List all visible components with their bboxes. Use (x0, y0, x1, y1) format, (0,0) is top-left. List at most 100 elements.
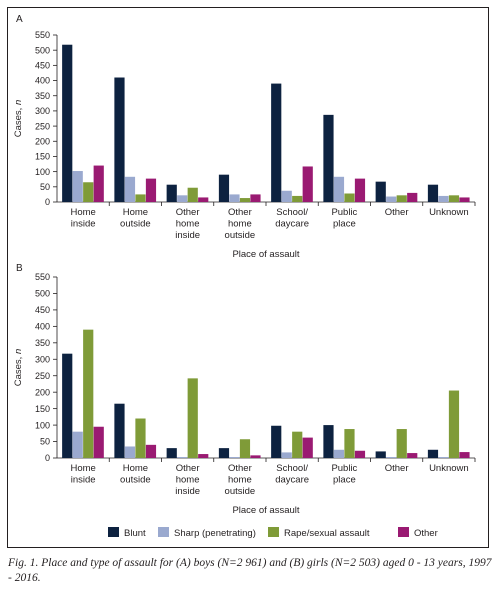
legend-label-other: Other (414, 528, 438, 539)
panel-b-bar-other-0 (93, 426, 104, 458)
panel-a-bar-rape-sexual-assault-2 (187, 187, 198, 202)
panel-b-bar-blunt-5 (323, 425, 334, 458)
panel-b-y-tick-label: 100 (35, 420, 50, 430)
panel-a-bar-sharp-penetrating-3 (229, 194, 240, 202)
panel-b-y-tick-label: 400 (35, 322, 50, 332)
panel-b-bar-other-4 (302, 437, 313, 458)
panel-a-bar-rape-sexual-assault-4 (292, 195, 303, 202)
panel-b-y-tick-label: 150 (35, 404, 50, 414)
panel-a-bar-sharp-penetrating-2 (177, 195, 188, 202)
panel-b-y-tick-label: 250 (35, 371, 50, 381)
panel-a-y-tick-label: 200 (35, 136, 50, 146)
panel-b-y-tick-label: 300 (35, 354, 50, 364)
panel-a-bar-other-4 (302, 166, 313, 202)
panel-a-bar-other-3 (250, 194, 261, 202)
panel-a-bar-other-6 (407, 192, 418, 202)
panel-b-bar-blunt-0 (62, 353, 73, 458)
panel-a-bar-sharp-penetrating-0 (72, 171, 83, 202)
panel-a-bar-blunt-5 (323, 114, 334, 202)
panel-b-category-label: Home inside (70, 463, 95, 486)
panel-b-category-label: Unknown (429, 463, 469, 474)
panel-a-bar-blunt-0 (62, 44, 73, 202)
panel-a-y-tick-label: 0 (45, 197, 50, 207)
panel-a-bar-blunt-7 (427, 184, 439, 202)
panel-a-bar-sharp-penetrating-6 (386, 196, 397, 202)
panel-b-bar-rape-sexual-assault-3 (239, 439, 251, 458)
panel-b-category-label: School/daycare (275, 463, 309, 486)
figure-frame (7, 7, 489, 548)
panel-b-bar-rape-sexual-assault-2 (187, 378, 198, 458)
panel-a-bar-blunt-6 (375, 181, 386, 202)
panel-a-y-tick-label: 550 (35, 30, 50, 40)
legend-swatch-sharp-penetrating (158, 527, 169, 537)
panel-a-bar-blunt-3 (218, 174, 230, 202)
panel-a-x-axis-title: Place of assault (232, 249, 299, 260)
panel-b-bar-blunt-4 (271, 425, 282, 458)
panel-b-y-axis-title: Cases, n (13, 349, 24, 387)
panel-a-category-label: Home outside (120, 207, 151, 230)
panel-b-category-label: Public place (331, 463, 357, 486)
panel-a-bar-rape-sexual-assault-3 (239, 198, 251, 202)
panel-a-category-label: Public place (331, 207, 357, 230)
panel-a-y-tick-label: 300 (35, 106, 50, 116)
panel-b-bar-sharp-penetrating-3 (229, 457, 240, 458)
panel-b-bar-other-5 (354, 450, 366, 458)
legend-label-blunt: Blunt (124, 528, 146, 539)
panel-b-x-axis-title: Place of assault (232, 505, 299, 516)
panel-b-category-label: Other (385, 463, 409, 474)
panel-a-y-axis-title: Cases, n (13, 100, 24, 138)
figure-caption: Fig. 1. Place and type of assault for (A… (8, 557, 492, 584)
panel-a-category-label: School/daycare (275, 207, 309, 230)
panel-a-bar-blunt-2 (166, 184, 177, 202)
panel-a-bar-rape-sexual-assault-7 (448, 195, 460, 202)
panel-b-bar-other-3 (250, 455, 261, 458)
panel-b-bar-sharp-penetrating-4 (281, 452, 292, 458)
panel-a-bar-blunt-1 (114, 77, 125, 202)
panel-a-bar-rape-sexual-assault-6 (396, 195, 407, 202)
legend-label-sharp-penetrating: Sharp (penetrating) (174, 528, 256, 539)
panel-a-bar-other-7 (459, 197, 470, 202)
panel-b-y-tick-label: 450 (35, 305, 50, 315)
panel-a-label: A (16, 14, 23, 25)
panel-a-y-tick-label: 250 (35, 121, 50, 131)
panel-b-bar-other-2 (198, 454, 209, 458)
panel-b-bar-blunt-2 (166, 448, 177, 458)
panel-b-bar-rape-sexual-assault-6 (396, 429, 407, 458)
panel-b-y-tick-label: 550 (35, 272, 50, 282)
panel-a-y-tick-label: 500 (35, 45, 50, 55)
panel-b-bar-rape-sexual-assault-5 (344, 429, 355, 458)
panel-b-bar-other-1 (145, 444, 157, 458)
panel-a-bar-blunt-4 (271, 83, 282, 202)
panel-b-bar-sharp-penetrating-2 (177, 457, 188, 458)
panel-a-y-tick-label: 150 (35, 152, 50, 162)
panel-a-category-label: Other home inside (175, 207, 200, 241)
panel-b-bar-sharp-penetrating-6 (386, 457, 397, 458)
panel-a-category-label: Home inside (70, 207, 95, 230)
panel-b-bar-blunt-1 (114, 403, 125, 458)
panel-a-category-label: Other (385, 207, 409, 218)
panel-b-bar-rape-sexual-assault-0 (83, 329, 94, 458)
panel-b-label: B (16, 263, 23, 274)
panel-a-bar-rape-sexual-assault-1 (135, 194, 146, 202)
panel-a-category-label: Other home outside (225, 207, 256, 241)
legend-label-rape-sexual-assault: Rape/sexual assault (284, 528, 370, 539)
panel-a-y-tick-label: 450 (35, 61, 50, 71)
panel-a-y-tick-label: 400 (35, 76, 50, 86)
panel-a-bar-sharp-penetrating-4 (281, 190, 292, 202)
panel-b-y-tick-label: 350 (35, 338, 50, 348)
panel-a-y-tick-label: 50 (40, 182, 50, 192)
panel-b-bar-sharp-penetrating-5 (333, 449, 345, 458)
panel-a-bar-other-1 (145, 178, 157, 202)
panel-b-y-tick-label: 500 (35, 289, 50, 299)
legend-swatch-blunt (108, 527, 119, 537)
panel-b-bar-sharp-penetrating-1 (124, 446, 136, 458)
panel-b-category-label: Other home inside (175, 463, 200, 497)
panel-a-bar-rape-sexual-assault-0 (83, 182, 94, 202)
panel-b-bar-rape-sexual-assault-1 (135, 418, 146, 458)
figure-chart: A 0 50 100 150 200 250 300 350 400 450 500 550 Cases,… (13, 14, 476, 539)
panel-a-y-tick-label: 350 (35, 91, 50, 101)
panel-b-category-label: Other home outside (225, 463, 256, 497)
legend-swatch-rape-sexual-assault (268, 527, 279, 537)
panel-a-bar-sharp-penetrating-5 (333, 176, 345, 202)
panel-b-bar-sharp-penetrating-7 (438, 457, 449, 458)
